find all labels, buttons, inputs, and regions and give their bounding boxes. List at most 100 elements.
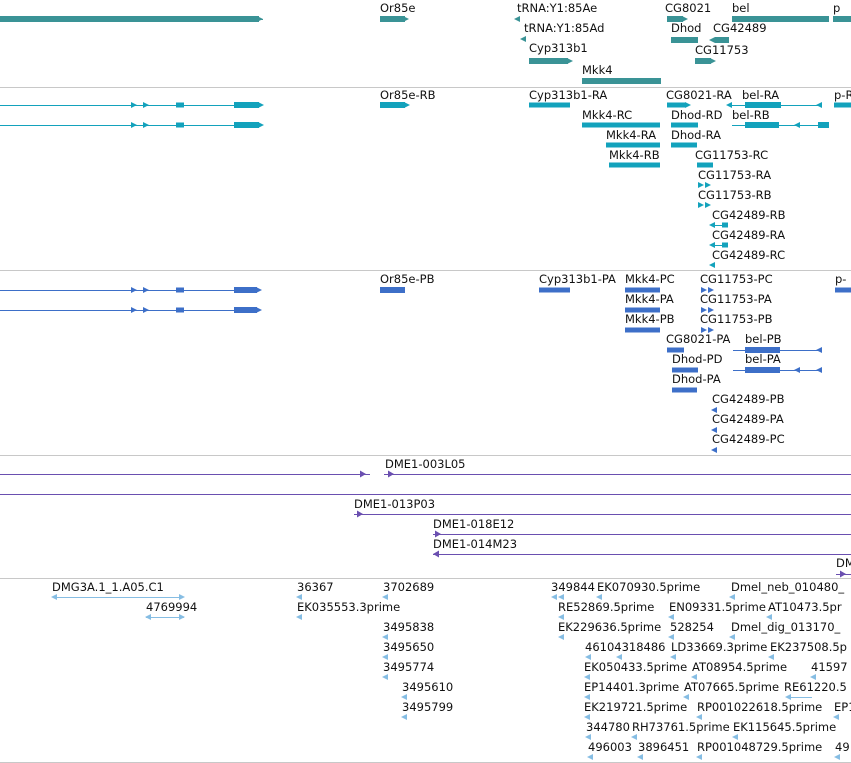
feature-label[interactable]: Mkk4-PA [625, 292, 674, 306]
feature-glyph[interactable] [701, 327, 714, 333]
feature-glyph[interactable] [695, 58, 716, 64]
feature-glyph[interactable] [697, 162, 713, 168]
feature-label[interactable]: 49 [835, 740, 850, 754]
feature-label[interactable]: RE61220.5 [784, 680, 847, 694]
feature-glyph[interactable] [0, 16, 263, 22]
feature-glyph[interactable] [384, 470, 851, 478]
feature-glyph[interactable] [836, 570, 851, 578]
feature-label[interactable]: CG8021 [665, 1, 712, 15]
feature-label[interactable]: 4769994 [146, 600, 198, 614]
feature-label[interactable]: EN09331.5prime [669, 600, 766, 614]
feature-glyph[interactable] [668, 614, 674, 620]
feature-label[interactable]: 41597 [811, 660, 848, 674]
feature-label[interactable]: p- [835, 272, 847, 286]
feature-label[interactable]: 3495799 [402, 700, 454, 714]
feature-glyph[interactable] [709, 222, 728, 228]
feature-glyph[interactable] [729, 594, 735, 600]
feature-label[interactable]: Mkk4-RA [606, 128, 657, 142]
feature-label[interactable]: Dmel_dig_013170_ [731, 620, 841, 634]
feature-label[interactable]: AT08954.5prime [692, 660, 788, 674]
feature-label[interactable]: CG11753 [695, 43, 749, 57]
feature-glyph[interactable] [683, 694, 689, 700]
feature-glyph[interactable] [584, 694, 590, 700]
feature-label[interactable]: 3702689 [383, 580, 435, 594]
feature-glyph[interactable] [691, 674, 697, 680]
feature-label[interactable]: Dhod-RA [671, 128, 722, 142]
feature-glyph[interactable] [709, 37, 729, 43]
feature-glyph[interactable] [587, 754, 593, 760]
feature-glyph[interactable] [631, 734, 637, 740]
feature-glyph[interactable] [0, 307, 262, 313]
feature-label[interactable]: AT07665.5prime [684, 680, 780, 694]
feature-label[interactable]: 3495774 [383, 660, 435, 674]
feature-glyph[interactable] [667, 102, 691, 108]
feature-glyph[interactable] [401, 694, 407, 700]
feature-label[interactable]: CG42489-PA [712, 412, 784, 426]
feature-label[interactable]: EK229636.5prime [558, 620, 662, 634]
feature-glyph[interactable] [380, 287, 405, 293]
feature-label[interactable]: RP001048729.5prime [697, 740, 823, 754]
feature-label[interactable]: 496003 [588, 740, 632, 754]
feature-glyph[interactable] [833, 16, 851, 22]
feature-label[interactable]: DME1-018E12 [433, 517, 515, 531]
feature-glyph[interactable] [833, 714, 839, 720]
feature-label[interactable]: Mkk4 [582, 63, 613, 77]
feature-label[interactable]: Dhod-PD [672, 352, 723, 366]
feature-label[interactable]: CG42489-PB [712, 392, 785, 406]
feature-glyph[interactable] [625, 327, 660, 333]
feature-label[interactable]: Mkk4-PC [625, 272, 675, 286]
feature-glyph[interactable] [382, 594, 388, 600]
feature-glyph[interactable] [785, 694, 812, 700]
feature-label[interactable]: Dmel_neb_010480_ [731, 580, 845, 594]
feature-label[interactable]: EP14401.3prime [584, 680, 680, 694]
feature-label[interactable]: Mkk4-RB [609, 148, 660, 162]
feature-label[interactable]: EK070930.5prime [597, 580, 701, 594]
feature-glyph[interactable] [701, 287, 714, 293]
feature-label[interactable]: EK237508.5p [770, 640, 847, 654]
feature-label[interactable]: Cyp313b1-PA [539, 272, 616, 286]
feature-glyph[interactable] [606, 142, 660, 148]
feature-label[interactable]: EP1 [834, 700, 851, 714]
feature-label[interactable]: DME1-013P03 [354, 497, 436, 511]
feature-glyph[interactable] [733, 347, 822, 353]
feature-label[interactable]: CG11753-RC [695, 148, 769, 162]
feature-glyph[interactable] [296, 614, 302, 620]
feature-glyph[interactable] [0, 287, 262, 293]
feature-glyph[interactable] [698, 202, 711, 208]
feature-glyph[interactable] [732, 734, 738, 740]
feature-glyph[interactable] [529, 58, 573, 64]
feature-label[interactable]: Or85e [380, 1, 416, 15]
feature-glyph[interactable] [696, 754, 702, 760]
feature-glyph[interactable] [698, 182, 711, 188]
feature-glyph[interactable] [670, 654, 676, 660]
feature-glyph[interactable] [667, 347, 684, 353]
feature-glyph[interactable] [668, 634, 674, 640]
feature-glyph[interactable] [671, 37, 698, 43]
feature-glyph[interactable] [671, 142, 697, 148]
feature-glyph[interactable] [711, 427, 717, 433]
feature-glyph[interactable] [696, 714, 702, 720]
feature-label[interactable]: bel [732, 1, 750, 15]
feature-label[interactable]: p [833, 1, 841, 15]
feature-glyph[interactable] [382, 654, 388, 660]
feature-label[interactable]: RP001022618.5prime [697, 700, 823, 714]
feature-glyph[interactable] [726, 102, 822, 108]
feature-glyph[interactable] [711, 407, 717, 413]
feature-glyph[interactable] [709, 242, 728, 248]
feature-label[interactable]: EK219721.5prime [584, 700, 688, 714]
feature-label[interactable]: bel-RA [742, 88, 780, 102]
feature-glyph[interactable] [584, 714, 590, 720]
feature-glyph[interactable] [0, 470, 370, 478]
feature-glyph[interactable] [810, 674, 816, 680]
feature-glyph[interactable] [558, 634, 564, 640]
feature-glyph[interactable] [382, 634, 388, 640]
feature-glyph[interactable] [834, 102, 851, 108]
feature-glyph[interactable] [625, 287, 660, 293]
feature-glyph[interactable] [625, 307, 660, 313]
feature-label[interactable]: DME1-003L05 [385, 457, 466, 471]
feature-glyph[interactable] [514, 16, 520, 22]
feature-glyph[interactable] [582, 78, 661, 84]
feature-glyph[interactable] [671, 122, 698, 128]
